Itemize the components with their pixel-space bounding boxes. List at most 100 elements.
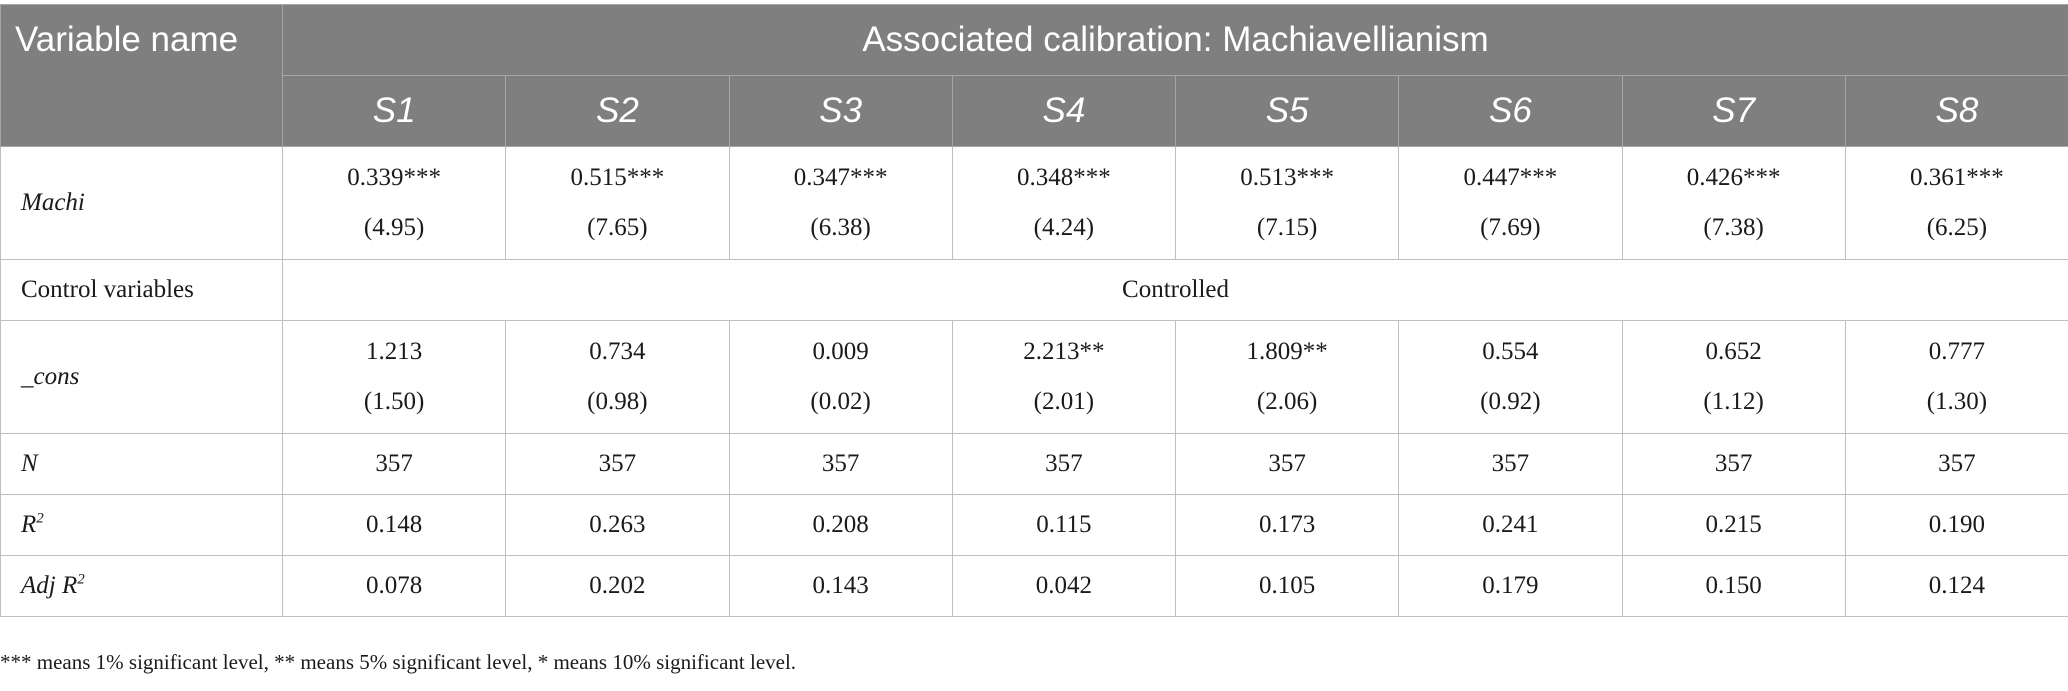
t-statistic: (1.30) — [1926, 388, 1988, 415]
t-statistic: (0.02) — [810, 388, 871, 415]
cell-adj-r2-s7: 0.150 — [1621, 555, 1846, 617]
coef-value: 0.426*** — [1686, 164, 1781, 191]
cell-n-s1: 357 — [281, 433, 507, 495]
cell-r2-s5: 0.173 — [1174, 494, 1400, 556]
cell-adj-r2-s4: 0.042 — [951, 555, 1177, 617]
column-header-s4: S4 — [951, 75, 1177, 147]
cell-r2-s8: 0.190 — [1844, 494, 2068, 556]
header-row-specs: S1 S2 S3 S4 S5 S6 S7 S8 — [1, 75, 2068, 147]
t-statistic: (1.50) — [363, 388, 425, 415]
t-statistic: (1.12) — [1703, 388, 1764, 415]
coef-value: 2.213** — [1023, 338, 1105, 365]
row-label-n: N — [0, 433, 283, 495]
cell-r2-s6: 0.241 — [1398, 494, 1623, 556]
row-label-r2: R2 — [0, 494, 283, 556]
coef-value: 0.009 — [812, 338, 869, 365]
row-adj-r2: Adj R2 0.078 0.202 0.143 0.042 0.105 0.1… — [0, 555, 2068, 617]
calibration-group-header: Associated calibration: Machiavellianism — [281, 4, 2068, 76]
cell-n-s4: 357 — [951, 433, 1177, 495]
coef-value: 0.339*** — [347, 164, 441, 191]
adj-r2-label-superscript: 2 — [77, 571, 85, 588]
cell-cons-s6: 0.554 (0.92) — [1398, 320, 1623, 434]
row-r2: R2 0.148 0.263 0.208 0.115 0.173 0.241 0… — [0, 494, 2068, 556]
significance-note: *** means 1% significant level, ** means… — [0, 650, 797, 674]
t-statistic: (2.06) — [1256, 388, 1318, 415]
cell-adj-r2-s2: 0.202 — [505, 555, 730, 617]
cell-machi-s1: 0.339*** (4.95) — [281, 146, 507, 260]
coef-value: 0.515*** — [570, 164, 665, 191]
coef-value: 1.809** — [1246, 338, 1328, 365]
column-header-s3: S3 — [728, 75, 953, 147]
t-statistic: (7.15) — [1256, 214, 1318, 241]
r2-label-superscript: 2 — [36, 510, 44, 527]
cell-r2-s2: 0.263 — [505, 494, 730, 556]
cell-n-s7: 357 — [1621, 433, 1846, 495]
t-statistic: (6.25) — [1926, 214, 1988, 241]
coef-value: 0.513*** — [1240, 164, 1334, 191]
column-header-s6: S6 — [1398, 75, 1623, 147]
cell-r2-s4: 0.115 — [951, 494, 1177, 556]
regression-table: Variable name Associated calibration: Ma… — [0, 4, 2068, 617]
column-header-s2: S2 — [505, 75, 730, 147]
adj-r2-label-text: Adj R — [21, 572, 78, 599]
cell-machi-s6: 0.447*** (7.69) — [1398, 146, 1623, 260]
cell-machi-s3: 0.347*** (6.38) — [728, 146, 953, 260]
coef-value: 0.348*** — [1017, 164, 1111, 191]
row-n: N 357 357 357 357 357 357 357 357 — [0, 433, 2068, 495]
cell-adj-r2-s6: 0.179 — [1398, 555, 1623, 617]
cell-machi-s2: 0.515*** (7.65) — [505, 146, 730, 260]
row-label-machi: Machi — [0, 146, 283, 260]
cell-cons-s1: 1.213 (1.50) — [281, 320, 507, 434]
cell-controlled: Controlled — [281, 259, 2068, 321]
t-statistic: (2.01) — [1033, 388, 1095, 415]
cell-n-s5: 357 — [1174, 433, 1400, 495]
cell-n-s8: 357 — [1844, 433, 2068, 495]
coef-value: 0.347*** — [793, 164, 888, 191]
row-label-control-variables: Control variables — [0, 259, 283, 321]
coef-value: 0.777 — [1928, 338, 1986, 365]
t-statistic: (7.38) — [1703, 214, 1764, 241]
cell-cons-s5: 1.809** (2.06) — [1174, 320, 1400, 434]
cell-adj-r2-s5: 0.105 — [1174, 555, 1400, 617]
cell-machi-s4: 0.348*** (4.24) — [951, 146, 1177, 260]
cell-r2-s1: 0.148 — [281, 494, 507, 556]
column-header-s1: S1 — [281, 75, 507, 147]
cell-n-s3: 357 — [728, 433, 953, 495]
cell-adj-r2-s3: 0.143 — [728, 555, 953, 617]
t-statistic: (4.24) — [1033, 214, 1095, 241]
r2-label-text: R — [21, 511, 37, 538]
cell-machi-s5: 0.513*** (7.15) — [1174, 146, 1400, 260]
coef-value: 0.554 — [1482, 338, 1539, 365]
row-cons: _cons 1.213 (1.50) 0.734 (0.98) 0.009 (0.02… — [0, 320, 2068, 434]
cell-machi-s8: 0.361*** (6.25) — [1844, 146, 2068, 260]
column-header-s8: S8 — [1844, 75, 2068, 147]
row-label-cons: _cons — [0, 320, 283, 434]
row-label-adj-r2: Adj R2 — [0, 555, 283, 617]
cell-r2-s7: 0.215 — [1621, 494, 1846, 556]
t-statistic: (7.65) — [587, 214, 648, 241]
cell-cons-s4: 2.213** (2.01) — [951, 320, 1177, 434]
cell-adj-r2-s1: 0.078 — [281, 555, 507, 617]
t-statistic: (0.98) — [587, 388, 648, 415]
row-control-variables: Control variables Controlled — [0, 259, 2068, 321]
coef-value: 0.652 — [1705, 338, 1762, 365]
t-statistic: (4.95) — [363, 214, 425, 241]
column-header-s7: S7 — [1621, 75, 1846, 147]
row-machi: Machi 0.339*** (4.95) 0.515*** (7.65) 0.34… — [0, 146, 2068, 260]
t-statistic: (7.69) — [1480, 214, 1541, 241]
header-row-group: Variable name Associated calibration: Ma… — [0, 4, 2068, 147]
cell-cons-s7: 0.652 (1.12) — [1621, 320, 1846, 434]
cell-cons-s2: 0.734 (0.98) — [505, 320, 730, 434]
cell-cons-s8: 0.777 (1.30) — [1844, 320, 2068, 434]
coef-value: 0.447*** — [1463, 164, 1558, 191]
coef-value: 1.213 — [366, 338, 423, 365]
cell-r2-s3: 0.208 — [728, 494, 953, 556]
variable-name-header: Variable name — [0, 4, 283, 147]
t-statistic: (6.38) — [810, 214, 871, 241]
cell-n-s6: 357 — [1398, 433, 1623, 495]
coef-value: 0.734 — [589, 338, 646, 365]
cell-adj-r2-s8: 0.124 — [1844, 555, 2068, 617]
coef-value: 0.361*** — [1910, 164, 2004, 191]
cell-n-s2: 357 — [505, 433, 730, 495]
cell-cons-s3: 0.009 (0.02) — [728, 320, 953, 434]
